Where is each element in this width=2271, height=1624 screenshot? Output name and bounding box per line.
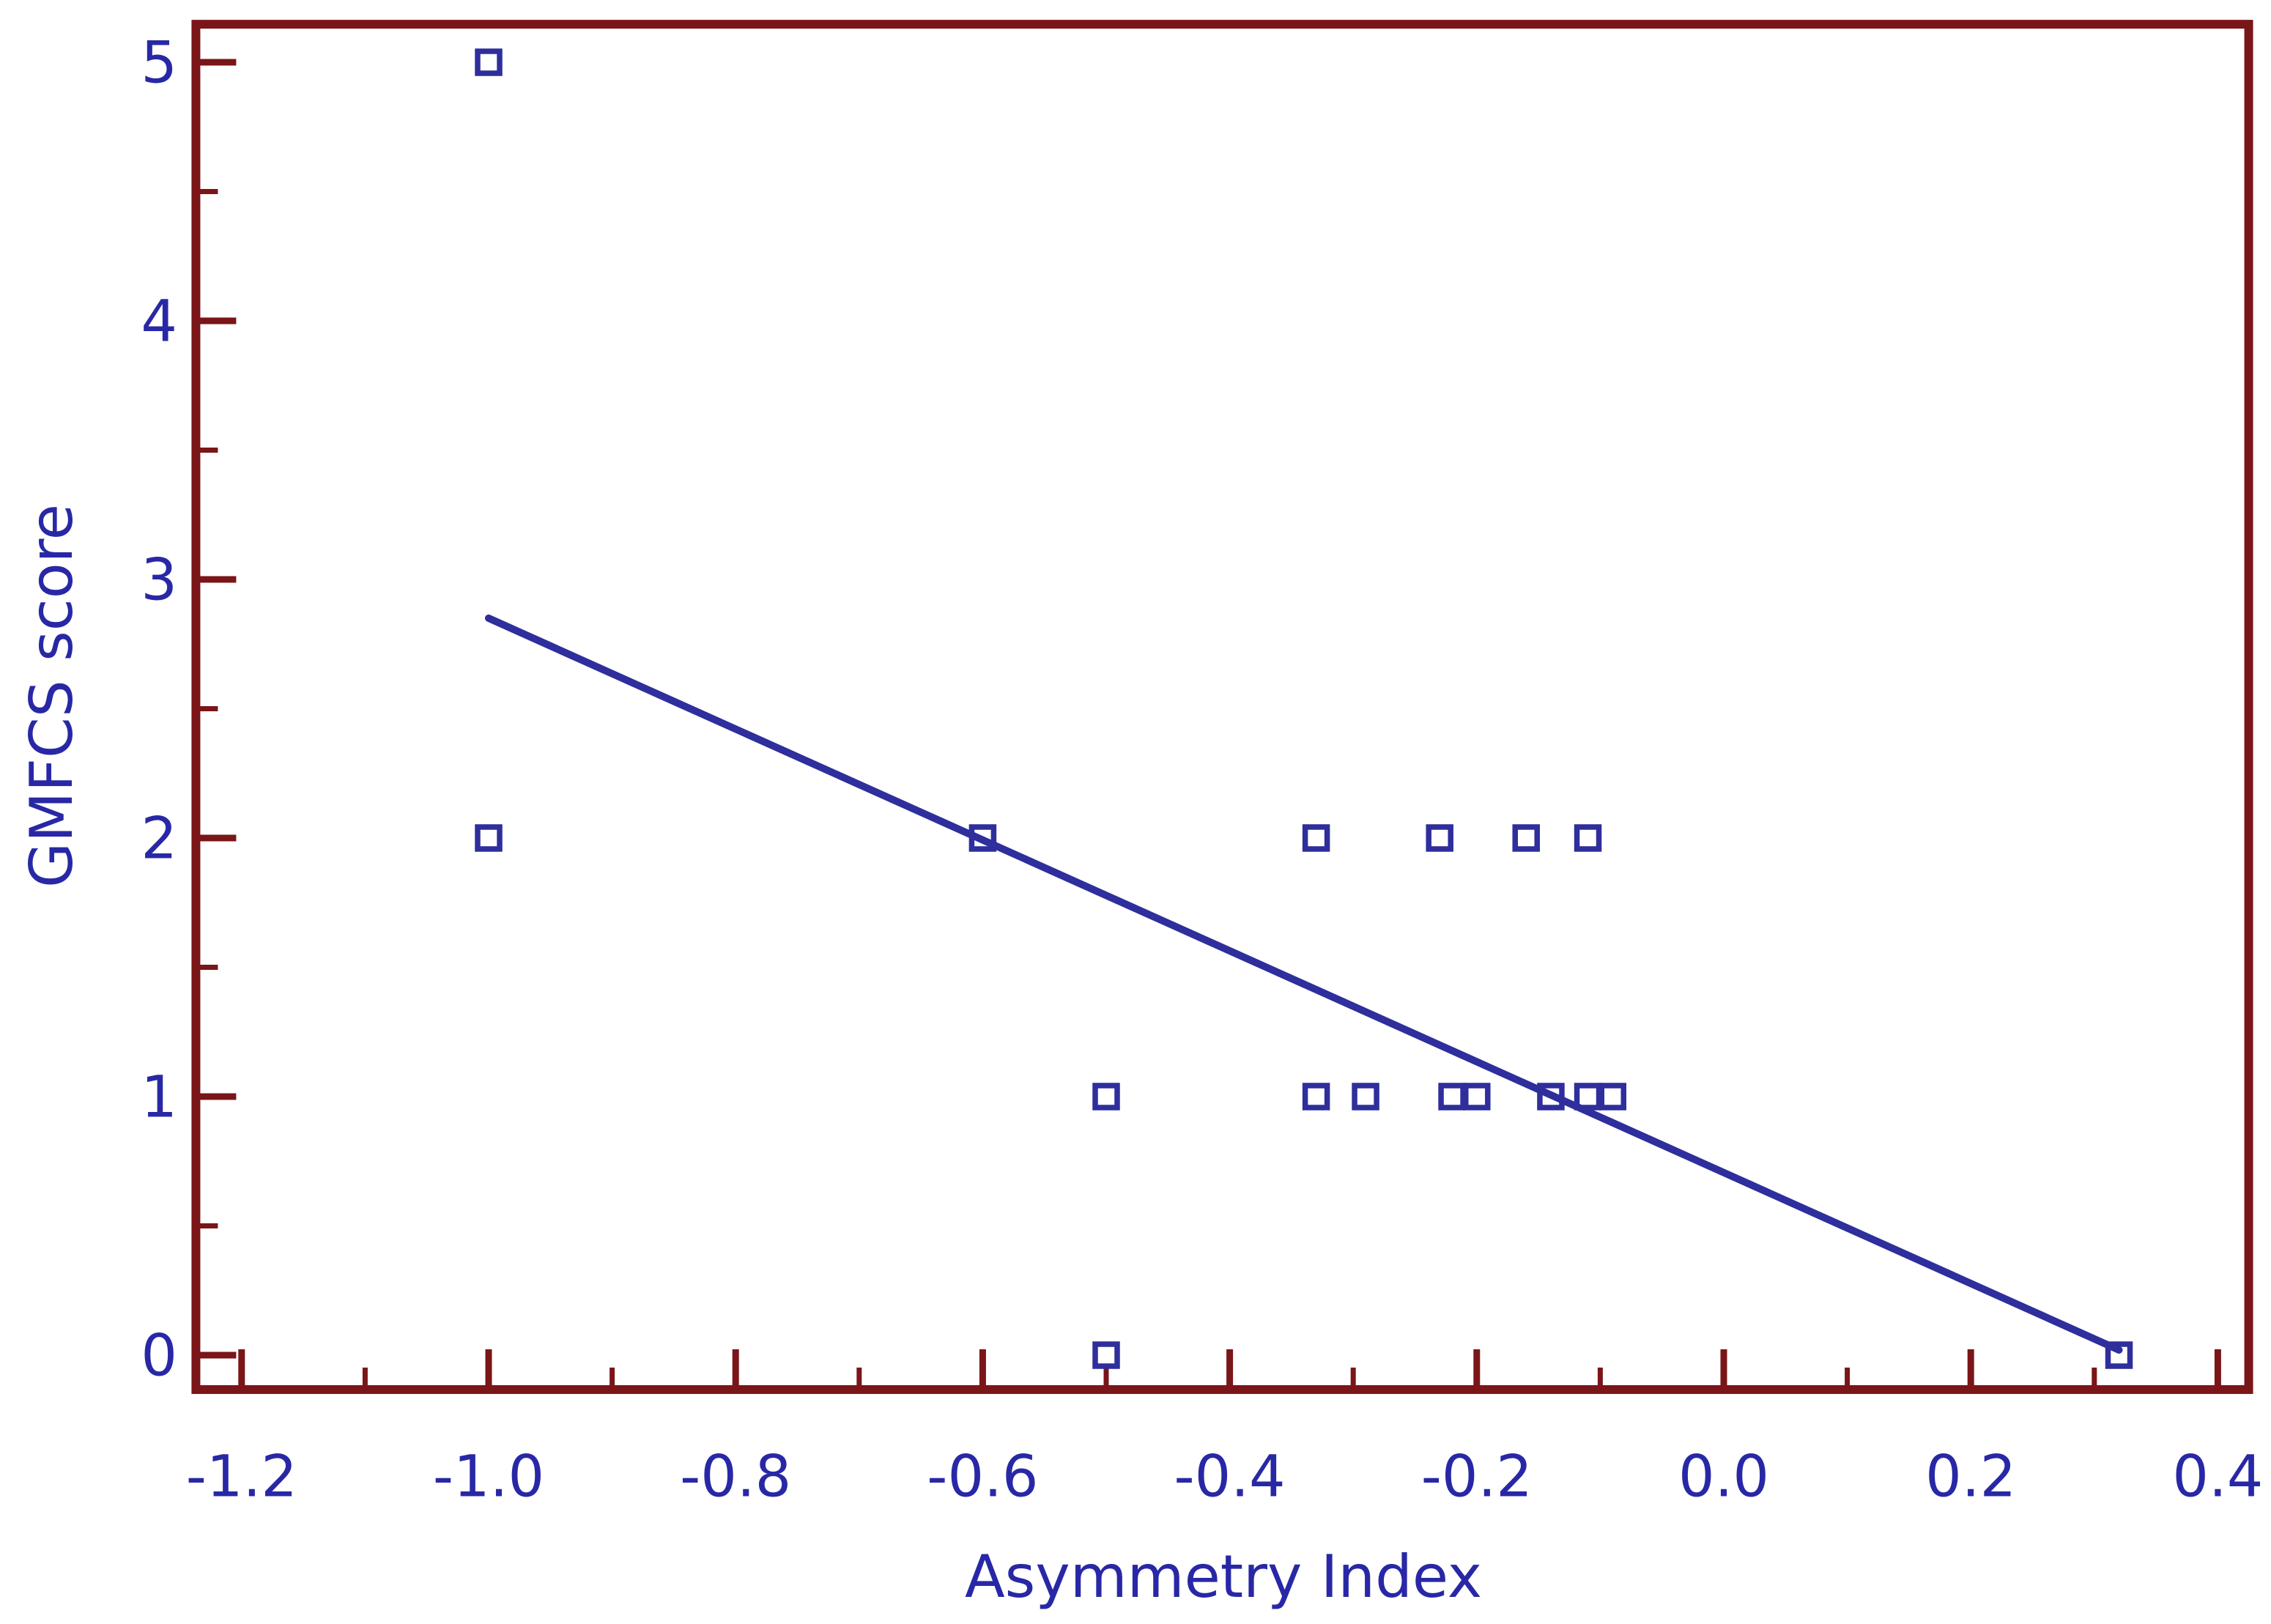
data-point-marker [1574,824,1602,852]
x-axis-title: Asymmetry Index [965,1543,1482,1611]
data-points-group [475,48,2133,1369]
x-tick-label: 0.2 [1925,1444,2016,1510]
data-point-marker [1352,1083,1379,1111]
data-point-marker [1092,1341,1120,1369]
data-point-marker [475,48,503,76]
x-tick-label: 0.4 [2172,1444,2263,1510]
axis-ticks-group [196,59,2221,1390]
data-point-marker [1598,1083,1627,1111]
data-point-marker [475,824,503,852]
data-point-marker [1092,1083,1120,1111]
data-point-marker [1512,824,1540,852]
x-tick-label: -0.8 [680,1444,791,1510]
data-point-marker [1463,1083,1491,1111]
x-tick-label: -0.6 [927,1444,1038,1510]
y-tick-label: 5 [141,30,177,96]
y-tick-label: 1 [141,1064,177,1130]
regression-line-group [485,614,2123,1354]
y-tick-label: 2 [141,806,177,872]
x-tick-label: -0.4 [1174,1444,1285,1510]
x-tick-label: -1.0 [433,1444,544,1510]
y-tick-label: 0 [141,1323,177,1389]
y-axis-title: GMFCS score [18,504,86,888]
tick-labels-group: -1.2 -1.0 -0.8 -0.6 -0.4 -0.2 0.0 0.2 0.4 0 1 2 3 4 5 [141,30,2263,1510]
data-point-marker [1426,824,1453,852]
plot-border [191,20,2253,1394]
data-point-marker [1302,1083,1330,1111]
data-point-marker [1438,1083,1466,1111]
x-tick-label: -0.2 [1421,1444,1533,1510]
y-tick-label: 4 [141,289,177,355]
x-tick-label: -1.2 [186,1444,297,1510]
data-point-marker [1302,824,1330,852]
y-tick-label: 3 [141,547,177,613]
regression-line [485,614,2123,1354]
data-point-marker [2105,1341,2133,1369]
plot-border-group [191,20,2253,1394]
x-tick-label: 0.0 [1678,1444,1769,1510]
